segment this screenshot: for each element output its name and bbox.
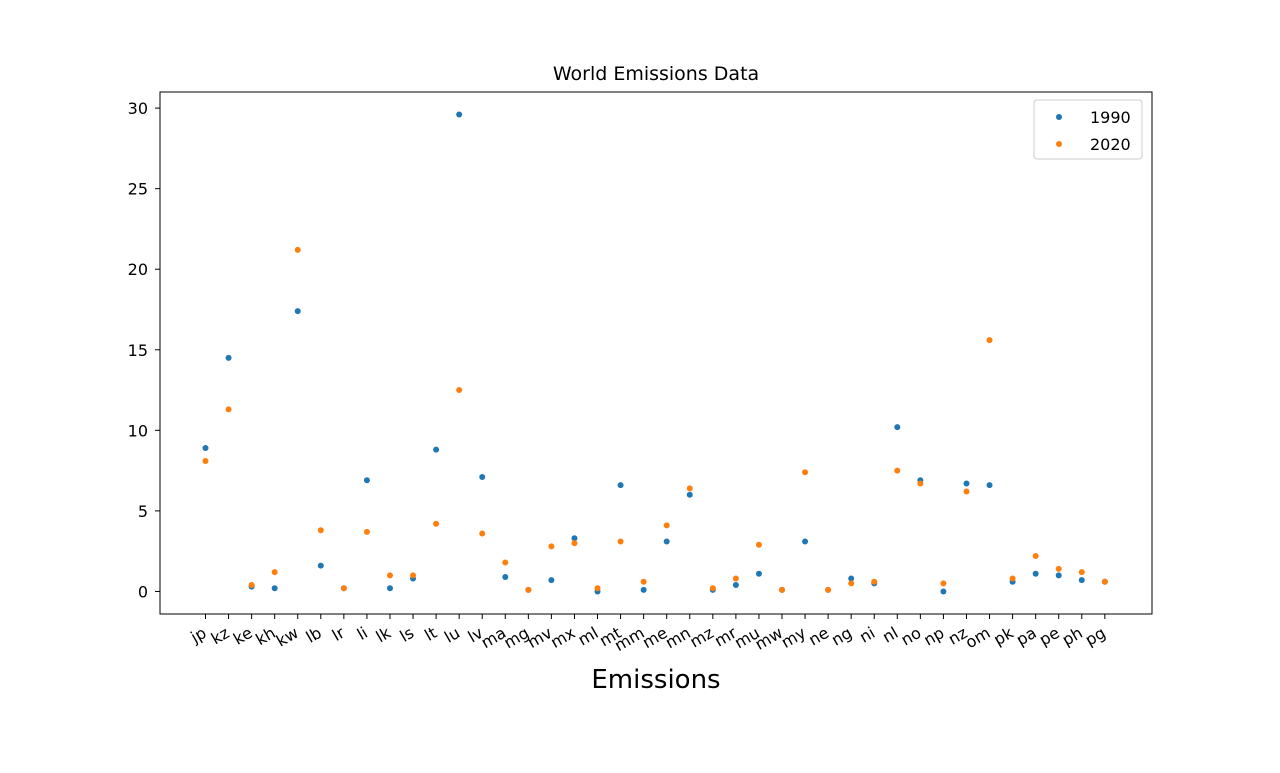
- data-point-2020-lk: [386, 572, 393, 579]
- legend: 1990 2020: [1033, 99, 1143, 160]
- data-point-1990-om: [986, 482, 993, 489]
- data-point-2020-kw: [294, 246, 301, 253]
- data-point-2020-mw: [779, 586, 785, 593]
- data-point-1990-np: [940, 588, 947, 595]
- data-point-2020-kh: [271, 569, 278, 576]
- data-point-2020-pg: [1101, 578, 1108, 585]
- data-point-1990-kh: [271, 585, 278, 592]
- data-point-2020-li: [363, 528, 370, 535]
- data-point-1990-mt: [617, 482, 624, 489]
- data-point-1990-mn: [686, 491, 693, 498]
- data-point-2020-pk: [1009, 575, 1016, 582]
- data-point-2020-no: [917, 480, 924, 487]
- y-tick-label: 25: [128, 180, 148, 199]
- data-point-1990-mu: [755, 570, 762, 577]
- data-point-1990-li: [363, 477, 370, 484]
- x-axis-label: Emissions: [591, 665, 720, 695]
- data-point-2020-mr: [732, 575, 739, 582]
- data-point-1990-mr: [732, 582, 739, 588]
- data-point-2020-jp: [202, 457, 209, 464]
- data-point-2020-nl: [894, 467, 901, 474]
- y-tick-label: 5: [138, 502, 148, 521]
- data-point-2020-mt: [617, 538, 624, 545]
- data-point-1990-lt: [433, 446, 440, 453]
- y-tick-label: 30: [128, 99, 148, 118]
- legend-marker-2020: [1056, 141, 1062, 147]
- data-point-2020-pe: [1055, 565, 1062, 572]
- data-point-1990-mm: [640, 586, 647, 593]
- data-point-2020-my: [802, 469, 809, 476]
- data-point-2020-ph: [1078, 569, 1085, 576]
- data-point-1990-pe: [1055, 572, 1062, 579]
- legend-label-2020: 2020: [1090, 135, 1131, 154]
- data-point-1990-ma: [502, 573, 509, 580]
- data-point-1990-kz: [225, 354, 232, 361]
- data-point-2020-ls: [410, 572, 417, 579]
- data-point-2020-ke: [248, 582, 255, 588]
- data-point-2020-ni: [871, 578, 878, 585]
- data-point-1990-nz: [963, 480, 970, 487]
- data-point-2020-me: [663, 522, 670, 529]
- legend-label-1990: 1990: [1090, 108, 1131, 127]
- data-point-1990-lu: [456, 111, 463, 118]
- data-point-1990-my: [802, 538, 809, 545]
- y-tick-label: 0: [138, 582, 148, 601]
- data-point-1990-mv: [548, 577, 555, 584]
- chart-title: World Emissions Data: [553, 63, 759, 85]
- legend-marker-1990: [1056, 114, 1062, 120]
- data-point-2020-mu: [755, 541, 762, 548]
- data-point-2020-ml: [594, 585, 601, 592]
- data-point-1990-kw: [294, 308, 301, 315]
- data-point-2020-ng: [848, 580, 855, 587]
- data-point-1990-nl: [894, 424, 901, 431]
- data-point-1990-jp: [202, 445, 209, 452]
- data-point-1990-lb: [317, 562, 324, 569]
- y-tick-label: 10: [128, 421, 148, 440]
- data-point-2020-mg: [525, 586, 532, 593]
- data-point-1990-me: [663, 538, 670, 545]
- data-point-2020-np: [940, 580, 947, 587]
- data-point-2020-ne: [825, 586, 832, 593]
- data-point-2020-nz: [963, 488, 970, 495]
- data-point-1990-ng: [848, 575, 855, 582]
- data-point-2020-om: [986, 337, 993, 344]
- data-point-1990-pa: [1032, 570, 1039, 577]
- data-point-2020-lu: [456, 387, 463, 394]
- data-point-1990-mx: [571, 535, 578, 542]
- data-point-2020-lr: [340, 585, 347, 592]
- data-point-2020-lb: [317, 527, 324, 534]
- plot-frame: [159, 91, 1153, 615]
- data-point-2020-mz: [709, 585, 716, 592]
- data-point-2020-lv: [479, 530, 486, 537]
- data-point-2020-lt: [433, 520, 440, 527]
- data-point-1990-lv: [479, 474, 486, 481]
- y-tick-label: 15: [128, 341, 148, 360]
- data-point-2020-ma: [502, 559, 509, 566]
- data-point-2020-kz: [225, 406, 232, 413]
- data-point-2020-mx: [571, 540, 578, 547]
- data-point-1990-lk: [386, 585, 393, 592]
- data-point-2020-mn: [686, 485, 693, 492]
- data-point-2020-mv: [548, 543, 555, 550]
- data-point-2020-pa: [1032, 553, 1039, 559]
- series-2020: [202, 246, 1108, 593]
- y-tick-label: 20: [128, 260, 148, 279]
- data-point-2020-mm: [640, 578, 647, 585]
- data-point-1990-ph: [1078, 577, 1085, 584]
